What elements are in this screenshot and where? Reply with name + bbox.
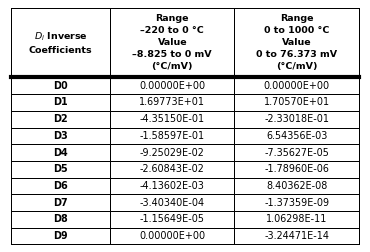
Bar — [234, 161, 359, 178]
Bar — [11, 144, 110, 161]
Text: D4: D4 — [53, 148, 68, 158]
Text: 1.70570E+01: 1.70570E+01 — [263, 98, 330, 108]
Bar — [11, 194, 110, 211]
Text: -4.35150E-01: -4.35150E-01 — [140, 114, 205, 124]
Bar — [110, 194, 234, 211]
Text: -1.58597E-01: -1.58597E-01 — [140, 131, 205, 141]
Bar — [234, 194, 359, 211]
Bar — [110, 144, 234, 161]
Text: D3: D3 — [53, 131, 68, 141]
Text: Range
0 to 1000 °C
Value
0 to 76.373 mV
(°C/mV): Range 0 to 1000 °C Value 0 to 76.373 mV … — [256, 14, 337, 71]
Bar — [11, 77, 110, 94]
Text: D5: D5 — [53, 164, 68, 174]
Text: D7: D7 — [53, 198, 68, 208]
Bar — [110, 111, 234, 128]
Bar — [11, 161, 110, 178]
Text: D2: D2 — [53, 114, 68, 124]
Text: D1: D1 — [53, 98, 68, 108]
Bar — [11, 178, 110, 194]
Text: -1.78960E-06: -1.78960E-06 — [264, 164, 329, 174]
Text: 1.06298E-11: 1.06298E-11 — [266, 214, 327, 224]
Bar — [110, 178, 234, 194]
Bar — [11, 94, 110, 111]
Text: 0.00000E+00: 0.00000E+00 — [139, 231, 205, 241]
Bar — [110, 94, 234, 111]
Text: 0.00000E+00: 0.00000E+00 — [139, 81, 205, 91]
Bar — [11, 128, 110, 144]
Bar — [11, 228, 110, 244]
Bar — [234, 144, 359, 161]
Bar — [11, 8, 110, 77]
Text: 8.40362E-08: 8.40362E-08 — [266, 181, 327, 191]
Bar — [110, 228, 234, 244]
Bar — [110, 211, 234, 228]
Text: -2.33018E-01: -2.33018E-01 — [264, 114, 329, 124]
Bar — [11, 211, 110, 228]
Bar — [234, 211, 359, 228]
Text: D6: D6 — [53, 181, 68, 191]
Bar — [234, 128, 359, 144]
Bar — [234, 228, 359, 244]
Text: 6.54356E-03: 6.54356E-03 — [266, 131, 327, 141]
Text: -1.37359E-09: -1.37359E-09 — [264, 198, 329, 208]
Bar — [234, 111, 359, 128]
Text: -1.15649E-05: -1.15649E-05 — [140, 214, 205, 224]
Bar — [110, 128, 234, 144]
Text: -3.40340E-04: -3.40340E-04 — [140, 198, 205, 208]
Text: -2.60843E-02: -2.60843E-02 — [140, 164, 205, 174]
Bar — [234, 8, 359, 77]
Bar — [234, 94, 359, 111]
Text: $\mathit{D_i}$ Inverse
Coefficients: $\mathit{D_i}$ Inverse Coefficients — [29, 30, 92, 55]
Bar — [110, 77, 234, 94]
Text: -4.13602E-03: -4.13602E-03 — [140, 181, 205, 191]
Text: -7.35627E-05: -7.35627E-05 — [264, 148, 329, 158]
Bar — [234, 178, 359, 194]
Text: 1.69773E+01: 1.69773E+01 — [139, 98, 205, 108]
Text: -9.25029E-02: -9.25029E-02 — [140, 148, 205, 158]
Text: D0: D0 — [53, 81, 68, 91]
Text: D8: D8 — [53, 214, 68, 224]
Text: Range
–220 to 0 °C
Value
–8.825 to 0 mV
(°C/mV): Range –220 to 0 °C Value –8.825 to 0 mV … — [132, 14, 212, 71]
Bar — [110, 8, 234, 77]
Text: D9: D9 — [53, 231, 68, 241]
Bar — [234, 77, 359, 94]
Text: -3.24471E-14: -3.24471E-14 — [264, 231, 329, 241]
Text: 0.00000E+00: 0.00000E+00 — [263, 81, 330, 91]
Bar — [11, 111, 110, 128]
Bar — [110, 161, 234, 178]
